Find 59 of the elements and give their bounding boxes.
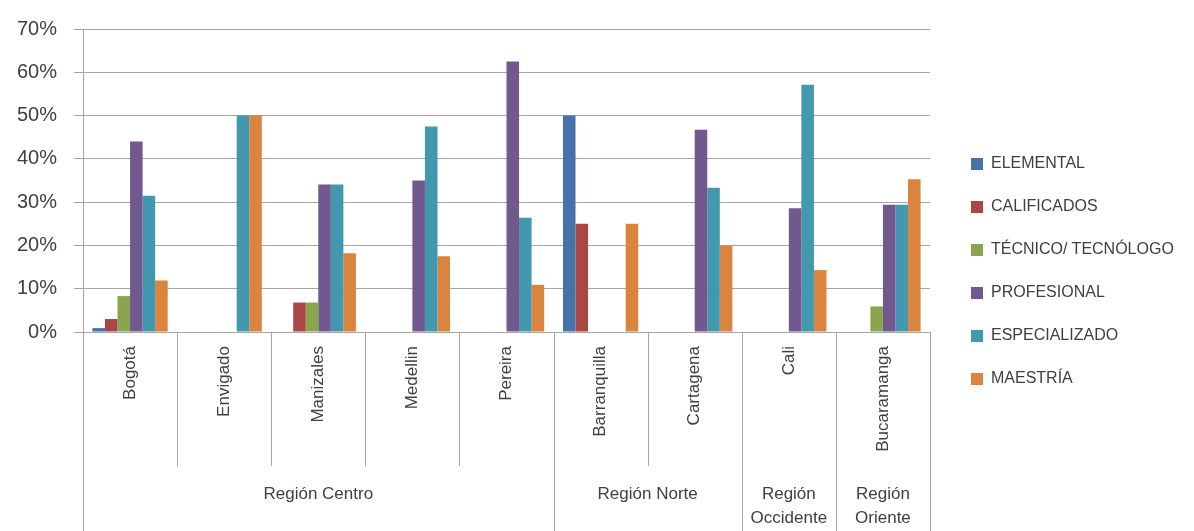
y-tick-label: 0% [28,319,58,342]
bar [117,296,131,332]
x-tick-label: Cartagena [684,345,704,426]
y-tick-label: 50% [16,103,58,126]
x-tick-label: Barranquilla [590,345,610,437]
bar [437,256,451,332]
y-tick-label: 70% [16,16,58,39]
y-tick-label: 20% [16,232,58,255]
legend-label: PROFESIONAL [991,283,1105,301]
x-tick-label: Cali [778,346,798,376]
legend-label: MAESTRÍA [991,368,1074,387]
bar [236,115,250,332]
bar [870,306,883,332]
bar [104,319,118,332]
bar [506,61,520,332]
bar [788,208,802,332]
bar [155,280,168,332]
bar [249,115,262,332]
y-tick-label: 40% [16,146,58,169]
x-tick-label: Bucaramanga [872,345,892,452]
text: Región Occidente [750,483,828,527]
y-tick-label: 10% [16,276,58,299]
bar [575,223,589,332]
bar [330,184,344,332]
bar [562,115,576,332]
bar [318,184,331,332]
x-tick-label: Envigado [213,346,233,417]
text: Región Centro [263,483,374,503]
y-tick-label: 30% [16,189,58,212]
bar [92,328,105,332]
legend-label: TÉCNICO/ TECNÓLOGO [991,239,1174,258]
bar [343,253,356,332]
text: Región Oriente [855,483,911,527]
bar [412,180,425,332]
bar [801,84,814,332]
x-tick-label: Manizales [307,346,327,423]
bar [424,126,438,332]
x-tick-label: Pereira [496,345,516,401]
bar [625,223,639,332]
legend-label: CALIFICADOS [991,197,1098,215]
x-tick-label: Medellin [402,346,422,410]
text: Región Norte [597,483,698,503]
bar [813,270,827,332]
bar [882,204,896,332]
bar [519,217,532,332]
bar [908,179,921,332]
bar [707,187,720,332]
bar [305,302,319,332]
bar [531,284,545,332]
legend-label: ESPECIALIZADO [991,326,1119,344]
x-tick-label: Bogotá [119,345,139,400]
bar [130,141,143,332]
bar [719,245,733,332]
legend-label: ELEMENTAL [991,154,1086,172]
bar [895,204,909,332]
bar [142,195,156,332]
bar [293,302,306,332]
y-tick-label: 60% [16,59,58,82]
bar [694,129,708,332]
